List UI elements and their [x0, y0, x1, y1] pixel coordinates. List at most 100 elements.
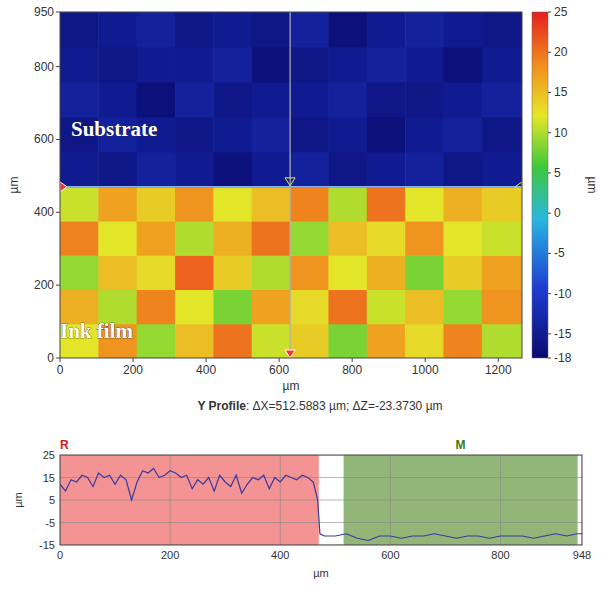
heat-cell	[443, 324, 482, 358]
heat-cell	[60, 221, 99, 256]
colorbar-tick	[548, 172, 551, 173]
x-tick-label: 200	[123, 363, 143, 377]
y-tick	[56, 12, 60, 13]
heat-cell	[443, 12, 482, 47]
title-part: : ΔX=512.5883 µm; ΔZ=-23.3730 µm	[246, 399, 443, 413]
x-tick-label: 600	[381, 549, 399, 561]
heat-cell	[213, 82, 252, 117]
heat-cell	[443, 255, 482, 290]
heat-cell	[405, 324, 444, 358]
heat-cell	[482, 82, 522, 117]
x-tick-label: 0	[57, 363, 64, 377]
heat-cell	[367, 290, 406, 325]
y-tick-label: -15	[39, 539, 55, 551]
profile-frame	[60, 455, 582, 545]
heat-cell	[137, 290, 176, 325]
x-tick	[133, 358, 134, 362]
heat-cell	[443, 221, 482, 256]
heat-cell	[482, 290, 522, 325]
heat-cell	[175, 187, 214, 222]
x-tick-label: 200	[161, 549, 179, 561]
colorbar-tick-label: 20	[554, 45, 568, 59]
heat-cell	[252, 12, 291, 47]
heat-cell	[175, 152, 214, 187]
colorbar-tick-label: 25	[554, 5, 568, 19]
heat-cell	[290, 290, 329, 325]
heat-cell	[98, 187, 137, 222]
heat-cell	[175, 82, 214, 117]
heat-cell	[328, 221, 367, 256]
colorbar-tick-label: 5	[554, 166, 561, 180]
heat-cell	[175, 117, 214, 152]
heat-cell	[175, 324, 214, 358]
heat-cell	[290, 221, 329, 256]
region-label: Ink film	[60, 319, 133, 343]
x-tick	[279, 358, 280, 362]
colorbar-tick-label: 15	[554, 85, 568, 99]
colorbar-tick	[548, 132, 551, 133]
x-tick-label: 0	[57, 549, 63, 561]
colorbar-tick	[548, 253, 551, 254]
colorbar-tick	[548, 333, 551, 334]
profile-plot	[60, 455, 582, 545]
heat-cell	[252, 255, 291, 290]
x-tick-label: 800	[491, 549, 509, 561]
marker-triangle	[285, 178, 295, 186]
heat-cell	[328, 255, 367, 290]
heat-cell	[213, 47, 252, 82]
heat-cell	[137, 12, 176, 47]
heat-cell	[482, 152, 522, 187]
y-tick-label: 800	[34, 60, 54, 74]
heat-cell	[443, 117, 482, 152]
heat-cell	[290, 187, 329, 222]
heat-cell	[290, 152, 329, 187]
heat-cell	[405, 290, 444, 325]
heat-cell	[367, 255, 406, 290]
heat-cell	[213, 187, 252, 222]
grid-line	[60, 477, 582, 478]
heat-cell	[405, 47, 444, 82]
grid-line	[60, 522, 582, 523]
y-tick	[56, 139, 60, 140]
heat-cell	[367, 82, 406, 117]
region-label: M	[456, 438, 466, 452]
x-axis-title: µm	[283, 379, 300, 393]
heat-cell	[443, 152, 482, 187]
heat-cell	[175, 12, 214, 47]
heat-cell	[405, 152, 444, 187]
heat-cell	[405, 187, 444, 222]
heat-cell	[328, 12, 367, 47]
heat-cell	[137, 255, 176, 290]
heat-cell	[482, 255, 522, 290]
heat-cell	[367, 47, 406, 82]
map-frame	[60, 12, 522, 358]
heat-cell	[405, 255, 444, 290]
heat-cell	[213, 117, 252, 152]
heat-cell	[328, 152, 367, 187]
heat-cell	[175, 221, 214, 256]
figure: SubstrateInk film02004006008001000120002…	[0, 0, 608, 595]
x-tick	[60, 358, 61, 362]
heat-cell	[367, 152, 406, 187]
heat-cell	[213, 152, 252, 187]
colorbar-tick	[548, 52, 551, 53]
heat-cell	[367, 12, 406, 47]
heat-cell	[213, 221, 252, 256]
colorbar-tick-label: 10	[554, 126, 568, 140]
colorbar-title: µm	[585, 177, 599, 194]
x-tick-label: 948	[573, 549, 591, 561]
heat-cell	[252, 187, 291, 222]
colorbar-tick	[548, 213, 551, 214]
boundary-line	[60, 186, 522, 188]
x-tick	[498, 358, 499, 362]
profile-title: Y Profile: ΔX=512.5883 µm; ΔZ=-23.3730 µ…	[197, 399, 442, 413]
marker-triangle	[60, 182, 67, 192]
heat-cell	[290, 255, 329, 290]
heat-cell	[213, 12, 252, 47]
y-axis-title: µm	[7, 177, 21, 194]
heat-cell	[405, 12, 444, 47]
x-tick-label: 600	[269, 363, 289, 377]
y-tick-label: 600	[34, 132, 54, 146]
y-tick-label: 400	[34, 205, 54, 219]
heat-cell	[137, 82, 176, 117]
